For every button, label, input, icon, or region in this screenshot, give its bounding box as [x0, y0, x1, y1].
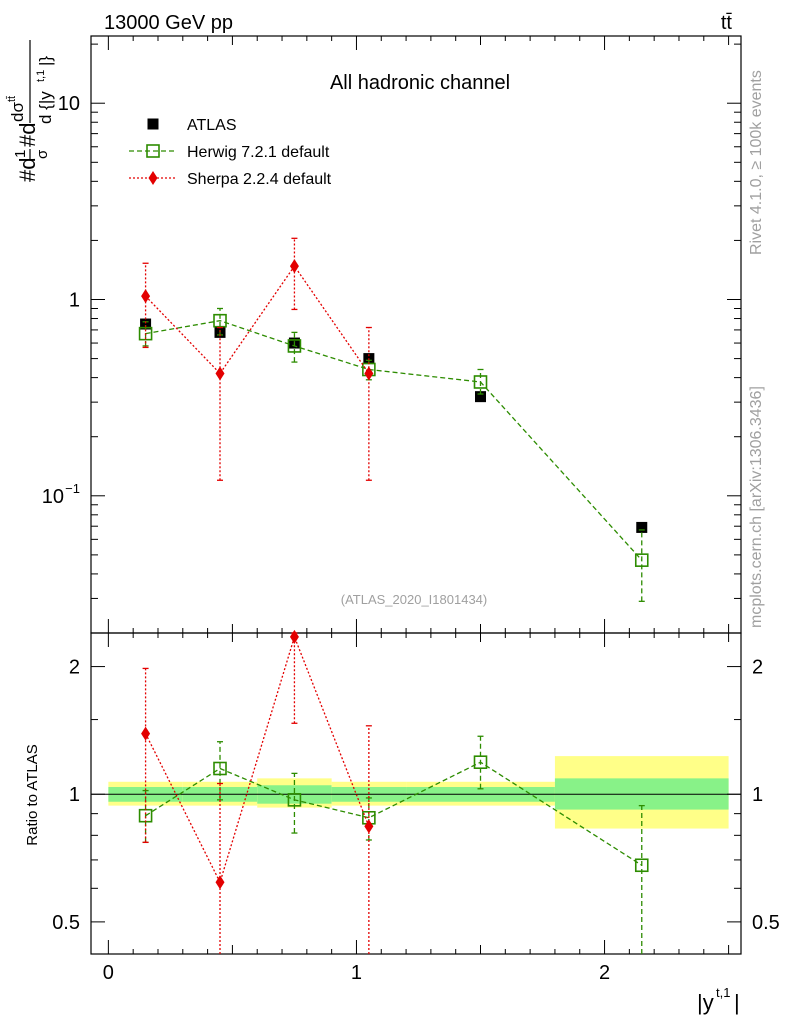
legend-item-sherpa: Sherpa 2.2.4 default	[129, 171, 332, 188]
svg-text:|: |	[734, 990, 740, 1015]
sherpa-ratio-line	[144, 634, 370, 885]
axis-ticks	[91, 36, 741, 954]
legend-label: Herwig 7.2.1 default	[187, 144, 330, 161]
ratio-tick-label: 1	[69, 784, 80, 806]
analysis-label: (ATLAS_2020_I1801434)	[341, 592, 487, 607]
sherpa-point	[141, 289, 151, 304]
herwig-point	[138, 326, 153, 341]
y-tick-label: 1	[69, 290, 80, 312]
svg-text:tt̄: tt̄	[6, 96, 18, 102]
legend-label: ATLAS	[187, 117, 237, 134]
ratio-tick-label: 2	[69, 657, 80, 679]
herwig-ratio-point	[287, 793, 302, 807]
herwig-series	[138, 307, 649, 602]
legend-marker	[148, 171, 158, 185]
y-tick-label: 10	[42, 486, 64, 508]
ratio-series	[138, 629, 649, 954]
sherpa-point	[215, 366, 225, 381]
ratio-frame	[90, 632, 742, 955]
svg-text:|}: |}	[36, 56, 55, 66]
svg-text:|y: |y	[697, 990, 714, 1015]
ratio-ylabel: Ratio to ATLAS	[24, 744, 41, 845]
main-series	[138, 237, 649, 602]
legend-label: Sherpa 2.2.4 default	[187, 171, 332, 188]
ratio-bands	[108, 756, 729, 829]
herwig-ratio-point	[213, 761, 227, 776]
herwig-point	[634, 553, 649, 567]
herwig-point	[473, 375, 488, 389]
atlas-point	[140, 318, 152, 330]
x-tick-label: 0	[103, 962, 114, 984]
legend: ATLAS Herwig 7.2.1 default Sherpa 2.2.4 de…	[129, 117, 332, 188]
atlas-point	[475, 391, 487, 403]
svg-text:#d: #d	[15, 158, 40, 182]
svg-text:d {|y: d {|y	[36, 91, 55, 124]
sherpa-line	[145, 264, 370, 375]
atlas-series	[140, 318, 648, 533]
sherpa-ratio-point	[364, 819, 374, 834]
y-tick-exponent: −1	[65, 481, 80, 496]
main-ylabel: #d 1 σ #d dσ tt̄ d {|y t,1 |}	[6, 40, 55, 182]
x-tick-label: 2	[599, 962, 610, 984]
legend-marker	[147, 118, 159, 130]
sherpa-series	[141, 237, 374, 481]
svg-text:#d: #d	[15, 123, 40, 147]
svg-text:t,1: t,1	[35, 70, 47, 82]
svg-text:dσ: dσ	[8, 102, 27, 122]
ratio-tick-label-right: 1	[752, 784, 763, 806]
atlas-point	[636, 521, 648, 533]
x-tick-label: 1	[351, 962, 362, 984]
herwig-ratio-point	[634, 858, 649, 873]
herwig-line	[145, 320, 643, 561]
legend-item-atlas: ATLAS	[147, 117, 237, 134]
svg-text:1: 1	[12, 150, 29, 158]
sherpa-ratio-point	[141, 726, 151, 741]
herwig-ratio-line	[145, 761, 643, 866]
sherpa-point	[364, 366, 374, 381]
sherpa-ratio-series	[141, 629, 374, 954]
legend-item-herwig: Herwig 7.2.1 default	[129, 144, 330, 161]
herwig-ratio-point	[473, 755, 488, 769]
y-tick-label: 10	[58, 93, 80, 115]
rivet-label: Rivet 4.1.0, ≥ 100k events	[748, 70, 765, 255]
ratio-tick-label: 0.5	[52, 912, 80, 934]
svg-text:σ: σ	[34, 149, 51, 159]
herwig-point	[213, 313, 227, 328]
sherpa-ratio-point	[289, 629, 299, 644]
ratio-tick-label-right: 0.5	[752, 912, 780, 934]
sherpa-ratio-point	[215, 875, 225, 890]
sherpa-point	[289, 259, 299, 274]
process-label: tt̄	[721, 12, 733, 34]
svg-text:t,1: t,1	[716, 985, 730, 1000]
herwig-point	[287, 339, 302, 353]
chart-title: All hadronic channel	[330, 72, 510, 94]
legend-marker	[146, 144, 160, 158]
ratio-tick-label-right: 2	[752, 657, 763, 679]
energy-label: 13000 GeV pp	[104, 12, 233, 34]
mcplots-label: mcplots.cern.ch [arXiv:1306.3436]	[748, 386, 765, 628]
x-axis-title: |y t,1 |	[697, 985, 740, 1015]
